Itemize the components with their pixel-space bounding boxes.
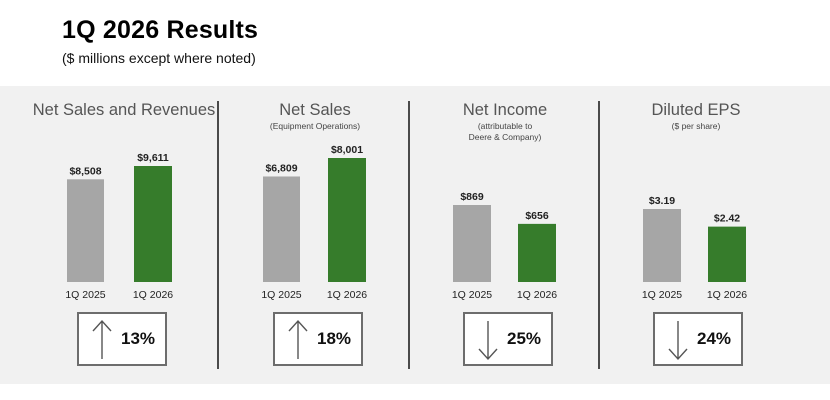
bar xyxy=(328,158,366,282)
bar-value-label: $2.42 xyxy=(714,213,740,225)
panel-divider xyxy=(408,101,410,369)
chart-panel: Diluted EPS ($ per share) $3.19 1Q 2025 $2.4… xyxy=(601,86,791,384)
arrow-down-icon xyxy=(668,321,688,361)
page-subtitle: ($ millions except where noted) xyxy=(62,50,256,66)
bar-value-label: $8,001 xyxy=(331,144,363,156)
bar xyxy=(453,205,491,282)
category-label: 1Q 2025 xyxy=(452,289,492,301)
category-label: 1Q 2026 xyxy=(707,289,747,301)
bar-chart: $6,809 1Q 2025 $8,001 1Q 2026 xyxy=(261,144,367,301)
bar-value-label: $9,611 xyxy=(137,152,169,164)
bar xyxy=(643,209,681,282)
category-label: 1Q 2026 xyxy=(327,289,367,301)
chart-panel: Net Income (attributable to Deere & Compan… xyxy=(410,86,600,384)
bar xyxy=(708,226,746,282)
change-box: 25% xyxy=(463,312,553,366)
change-percent: 18% xyxy=(317,329,352,348)
change-box: 13% xyxy=(77,312,167,366)
panel-divider xyxy=(217,101,219,369)
bar-chart: $3.19 1Q 2025 $2.42 1Q 2026 xyxy=(642,195,747,301)
page-title: 1Q 2026 Results xyxy=(62,16,259,44)
bar-chart: $869 1Q 2025 $656 1Q 2026 xyxy=(452,191,557,301)
category-label: 1Q 2025 xyxy=(261,289,301,301)
chart-panel: Net Sales and Revenues $8,508 1Q 2025 $9,61… xyxy=(29,86,219,384)
category-label: 1Q 2025 xyxy=(642,289,682,301)
bar xyxy=(67,179,104,282)
change-box: 18% xyxy=(273,312,363,366)
arrow-up-icon xyxy=(92,319,112,359)
chart-title: Net Sales xyxy=(279,101,351,119)
bar-chart: $8,508 1Q 2025 $9,611 1Q 2026 xyxy=(65,152,173,301)
chart-subtitle: ($ per share) xyxy=(671,121,721,131)
change-percent: 24% xyxy=(697,329,732,348)
category-label: 1Q 2025 xyxy=(65,289,105,301)
change-box: 24% xyxy=(653,312,743,366)
chart-title: Net Income xyxy=(462,101,548,119)
chart-subtitle: (attributable to Deere & Company) xyxy=(468,121,542,142)
change-percent: 13% xyxy=(121,329,156,348)
bar xyxy=(518,223,556,282)
chart-panel: Net Sales (Equipment Operations) $6,809 1Q … xyxy=(220,86,410,384)
bar-value-label: $3.19 xyxy=(649,195,675,207)
arrow-up-icon xyxy=(288,319,308,359)
bar-value-label: $656 xyxy=(525,210,549,222)
arrow-down-icon xyxy=(478,321,498,361)
bar xyxy=(263,176,300,282)
change-percent: 25% xyxy=(507,329,542,348)
chart-title: Diluted EPS xyxy=(651,101,741,119)
chart-title: Net Sales and Revenues xyxy=(32,101,216,119)
category-label: 1Q 2026 xyxy=(517,289,557,301)
bar-value-label: $869 xyxy=(460,191,484,203)
category-label: 1Q 2026 xyxy=(133,289,173,301)
chart-subtitle: (Equipment Operations) xyxy=(269,121,361,131)
bar-value-label: $8,508 xyxy=(69,165,101,177)
bar-value-label: $6,809 xyxy=(265,162,297,174)
panel-divider xyxy=(598,101,600,369)
bar xyxy=(134,166,172,282)
